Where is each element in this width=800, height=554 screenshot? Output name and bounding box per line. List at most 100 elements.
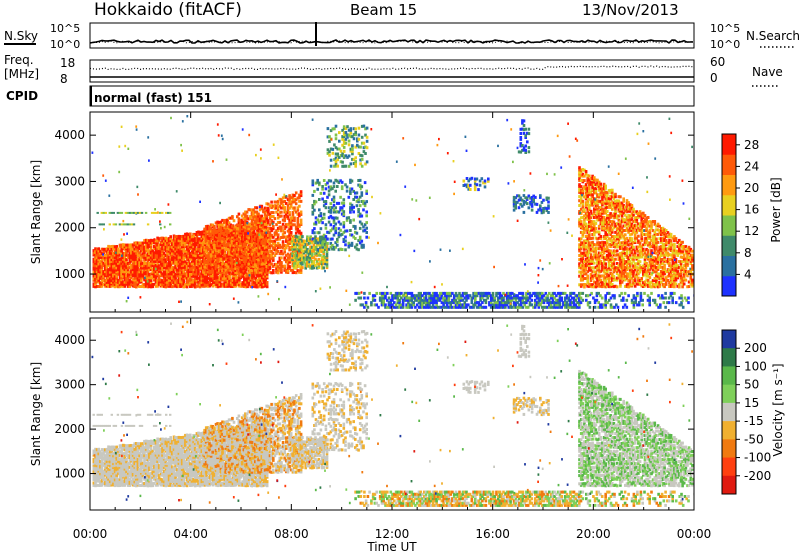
data-cell	[320, 266, 324, 270]
data-cell	[604, 208, 607, 212]
data-cell	[602, 235, 606, 238]
data-cell	[578, 274, 581, 278]
data-cell	[214, 233, 218, 237]
data-cell	[581, 201, 585, 205]
data-cell	[288, 221, 291, 225]
data-cell	[583, 251, 586, 255]
data-cell	[185, 245, 189, 249]
data-cell	[267, 221, 270, 225]
data-cell	[179, 243, 182, 247]
data-cell	[275, 204, 278, 208]
data-cell	[581, 253, 585, 257]
data-cell	[579, 188, 583, 192]
data-cell	[289, 247, 293, 251]
data-cell	[265, 222, 268, 226]
data-cell	[187, 262, 190, 266]
data-cell	[157, 268, 161, 272]
data-cell	[138, 280, 141, 284]
data-cell	[244, 244, 247, 248]
data-cell	[614, 207, 617, 211]
data-cell	[232, 248, 236, 252]
data-cell	[316, 178, 319, 182]
data-cell	[342, 164, 346, 168]
data-cell	[281, 246, 285, 250]
data-cell	[604, 257, 607, 261]
data-cell	[250, 214, 254, 218]
data-cell	[239, 227, 242, 230]
data-cell	[179, 282, 182, 286]
data-cell	[340, 180, 344, 184]
data-cell	[108, 255, 112, 259]
data-cell	[280, 200, 283, 204]
data-cell	[336, 147, 339, 151]
data-cell	[255, 212, 259, 216]
data-cell	[351, 146, 354, 150]
data-cell	[615, 262, 619, 265]
data-cell	[108, 251, 112, 255]
data-cell	[326, 148, 330, 152]
data-cell	[179, 235, 182, 238]
data-cell	[141, 266, 145, 270]
data-cell	[299, 190, 303, 194]
data-cell	[596, 195, 599, 199]
data-cell	[272, 271, 275, 275]
data-cell	[257, 237, 260, 241]
data-cell	[601, 264, 604, 268]
data-cell	[161, 284, 164, 288]
data-cell	[359, 153, 362, 157]
data-cell	[198, 260, 202, 264]
data-cell	[224, 263, 228, 266]
data-cell	[594, 200, 598, 203]
data-cell	[144, 270, 148, 274]
data-cell	[200, 249, 204, 253]
data-cell	[365, 221, 368, 225]
data-cell	[172, 267, 176, 271]
data-cell	[131, 274, 135, 278]
data-cell	[99, 265, 102, 269]
data-cell	[157, 266, 161, 270]
data-cell	[351, 152, 354, 156]
data-cell	[177, 270, 181, 274]
data-cell	[275, 250, 278, 254]
data-cell	[296, 229, 300, 233]
data-cell	[265, 258, 268, 262]
data-cell	[319, 191, 323, 195]
data-cell	[288, 235, 291, 239]
data-cell	[324, 200, 328, 203]
data-cell	[236, 250, 239, 254]
data-cell	[339, 247, 342, 251]
data-cell	[579, 211, 583, 215]
data-cell	[285, 215, 288, 219]
data-cell	[197, 260, 200, 264]
data-cell	[334, 124, 338, 128]
data-cell	[338, 139, 341, 143]
data-cell	[321, 197, 324, 201]
data-cell	[128, 262, 132, 266]
data-cell	[203, 229, 206, 233]
data-cell	[267, 265, 270, 269]
data-cell	[614, 249, 617, 253]
data-cell	[123, 254, 127, 257]
data-cell	[177, 253, 181, 257]
data-cell	[586, 276, 589, 280]
data-cell	[267, 251, 270, 255]
data-cell	[256, 283, 259, 286]
data-cell	[222, 254, 226, 258]
data-cell	[609, 206, 612, 209]
data-cell	[231, 239, 234, 243]
data-cell	[615, 245, 619, 249]
data-cell	[257, 219, 260, 223]
data-cell	[149, 276, 153, 280]
data-cell	[224, 225, 228, 229]
data-cell	[594, 205, 598, 209]
data-cell	[240, 218, 244, 222]
data-cell	[362, 146, 366, 150]
data-cell	[321, 216, 324, 220]
data-cell	[166, 274, 169, 278]
data-cell	[339, 160, 343, 164]
data-cell	[231, 224, 234, 228]
data-cell	[596, 185, 599, 189]
data-cell	[614, 214, 617, 218]
data-cell	[578, 224, 581, 228]
data-cell	[154, 257, 158, 261]
